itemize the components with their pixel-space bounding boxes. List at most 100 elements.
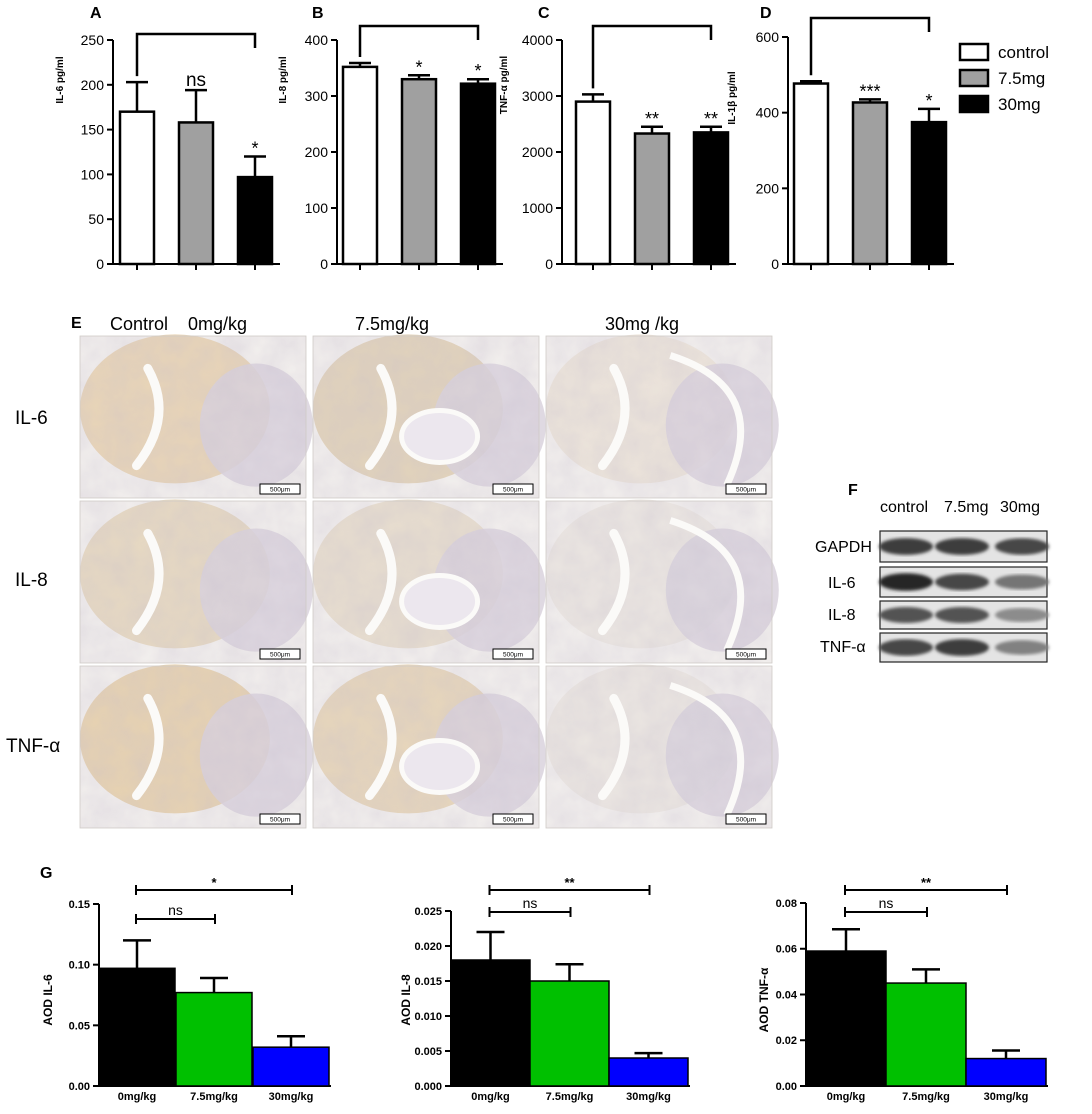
legend-label-30mg: 30mg	[998, 95, 1041, 114]
scale-bar-label: 500μm	[503, 817, 523, 824]
bar	[450, 959, 531, 1087]
bar-chart-a: 0 50 100 150 200 250 IL-6 pg/ml ns *	[55, 32, 280, 272]
significance-label: *	[211, 875, 217, 890]
significance-label: ***	[859, 81, 880, 101]
tissue-texture	[80, 666, 306, 828]
blot-band	[879, 573, 933, 591]
tile-border	[312, 665, 540, 829]
y-tick-label: 3000	[522, 88, 553, 104]
y-tick-label: 0	[96, 256, 104, 272]
cavity	[365, 528, 397, 636]
blot-band	[995, 640, 1049, 655]
scale-bar-label: 500μm	[270, 817, 290, 824]
tile-border	[79, 335, 307, 499]
panel-letter-e: E	[71, 315, 82, 332]
tile-border	[312, 335, 540, 499]
bar	[692, 131, 730, 266]
cavity	[365, 693, 397, 801]
tissue-structure	[399, 407, 481, 465]
scale-bar	[259, 648, 301, 660]
histology-tile: 500μm	[312, 499, 546, 664]
bar-chart-g2: 0.000 0.005 0.010 0.015 0.020 0.025 AOD IL-8 0m…	[399, 875, 690, 1103]
bar	[529, 980, 610, 1087]
y-axis-label: IL-8 pg/ml	[278, 56, 289, 103]
legend-label-7.5mg: 7.5mg	[998, 69, 1045, 88]
cavity	[598, 528, 630, 636]
y-tick-label: 0.000	[414, 1081, 442, 1093]
cavity	[669, 352, 745, 487]
significance-bracket	[809, 16, 931, 76]
bar	[633, 132, 671, 266]
cavity	[598, 363, 630, 471]
y-tick-label: 0.10	[69, 960, 90, 972]
tissue-texture	[80, 336, 306, 498]
blot-band	[995, 538, 1049, 555]
y-tick-label: 0.015	[414, 976, 442, 988]
legend-label-control: control	[998, 43, 1049, 62]
panel-letter-a: A	[90, 5, 102, 22]
histology-tile: 500μm	[312, 334, 546, 499]
scale-bar	[725, 483, 767, 495]
tile-border	[545, 665, 773, 829]
y-tick-label: 0.020	[414, 941, 442, 953]
blot-band	[879, 538, 933, 555]
x-tick-label: 30mg/kg	[984, 1091, 1029, 1103]
panel-letter-d: D	[760, 5, 772, 22]
significance-label: **	[564, 875, 575, 890]
legend-swatch-control	[958, 42, 990, 62]
tissue-structure	[399, 572, 481, 630]
x-tick-label: 30mg/kg	[269, 1091, 314, 1103]
blot-band	[879, 607, 933, 623]
y-tick-label: 0.005	[414, 1046, 442, 1058]
y-tick-label: 2000	[522, 144, 553, 160]
y-tick-label: 1000	[522, 200, 553, 216]
bar	[252, 1046, 330, 1087]
bar-chart-c: 0 1000 2000 3000 4000 TNF-α pg/ml ** **	[499, 24, 736, 272]
bar	[400, 77, 438, 266]
wb-lane-label-control: control	[880, 499, 928, 516]
panel-letter-g: G	[40, 865, 52, 882]
y-tick-label: 150	[81, 122, 105, 138]
bar	[236, 175, 274, 266]
panel-letter-c: C	[538, 5, 550, 22]
y-tick-label: 0.00	[69, 1081, 90, 1093]
histology-tile: 500μm	[545, 334, 779, 499]
y-tick-label: 200	[81, 77, 105, 93]
y-tick-label: 0.08	[776, 898, 797, 910]
tile-border	[79, 665, 307, 829]
histology-row-label-il6: IL-6	[15, 408, 48, 429]
histology-grid: 500μm 500μm 500μm 500μm 500μm 500μm 500μm 500μm…	[79, 334, 779, 829]
bar	[910, 120, 948, 266]
x-tick-label: 7.5mg/kg	[190, 1091, 238, 1103]
histology-tile: 500μm	[545, 664, 779, 829]
legend-swatch-7.5mg	[958, 68, 990, 88]
y-tick-label: 400	[756, 105, 780, 121]
bar-chart-b: 0 100 200 300 400 IL-8 pg/ml * *	[278, 24, 503, 272]
y-tick-label: 0	[545, 256, 553, 272]
y-tick-label: 200	[756, 180, 780, 196]
y-tick-label: 0	[771, 256, 779, 272]
y-tick-label: 400	[305, 32, 329, 48]
x-tick-label: 0mg/kg	[118, 1091, 157, 1103]
histology-col-header-30: 30mg /kg	[605, 314, 679, 334]
scale-bar-label: 500μm	[736, 652, 756, 659]
x-tick-label: 0mg/kg	[827, 1091, 866, 1103]
cavity	[132, 693, 164, 801]
tile-border	[545, 335, 773, 499]
y-tick-label: 0.06	[776, 944, 797, 956]
bar	[805, 950, 887, 1087]
y-axis-label: AOD IL-8	[399, 974, 413, 1026]
histology-tile: 500μm	[545, 499, 779, 664]
y-axis-label: AOD IL-6	[41, 974, 55, 1026]
x-tick-label: 0mg/kg	[471, 1091, 510, 1103]
scale-bar	[492, 648, 534, 660]
scale-bar	[725, 813, 767, 825]
significance-label: ns	[168, 902, 183, 918]
histology-col-header-7.5: 7.5mg/kg	[355, 314, 429, 334]
bar-charts: 0 50 100 150 200 250 IL-6 pg/ml ns * 0 100 200 300 40…	[41, 16, 1048, 1103]
cavity	[669, 682, 745, 817]
wb-protein-label-gapdh: GAPDH	[815, 539, 872, 556]
y-tick-label: 600	[756, 29, 780, 45]
